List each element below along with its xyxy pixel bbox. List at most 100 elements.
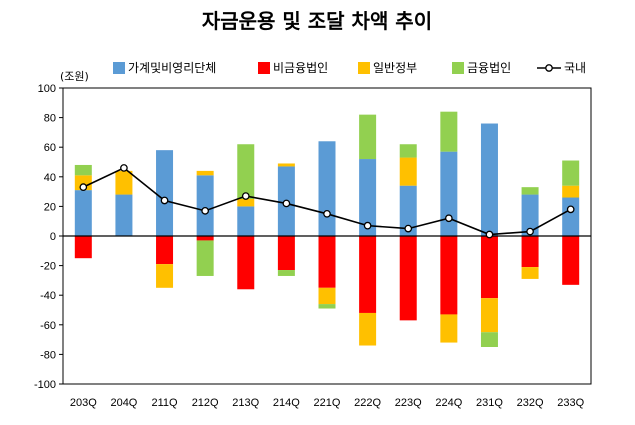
legend-swatch xyxy=(113,62,125,74)
legend-label: 금융법인 xyxy=(467,61,511,75)
bar-segment xyxy=(440,314,458,343)
x-tick-label: 233Q xyxy=(557,397,584,409)
y-tick-label: 0 xyxy=(50,231,56,243)
y-tick-label: 100 xyxy=(38,83,56,95)
bar-segment xyxy=(399,144,417,158)
y-tick-label: -40 xyxy=(40,290,56,302)
domestic-line xyxy=(79,164,575,239)
line-point xyxy=(363,221,372,230)
bar-segment xyxy=(156,236,174,265)
legend-swatch xyxy=(258,62,270,74)
bar-segment xyxy=(237,236,255,290)
bar-segment xyxy=(196,236,214,241)
x-tick-label: 214Q xyxy=(273,397,300,409)
bar-segment xyxy=(277,163,295,167)
x-tick-label: 213Q xyxy=(232,397,259,409)
legend: 가계및비영리단체 비금융법인 일반정부 금융법인 국내 xyxy=(113,61,586,75)
bar-segment xyxy=(521,236,539,268)
line-point xyxy=(485,230,494,239)
bar-segment xyxy=(480,123,498,236)
x-axis: 203Q 204Q 211Q 212Q 213Q 214Q 221Q 222Q 223Q 224Q… xyxy=(70,397,585,409)
bar-segment xyxy=(318,304,336,309)
line-point xyxy=(566,205,575,214)
bar-segment xyxy=(237,206,255,236)
x-tick-label: 221Q xyxy=(314,397,341,409)
bar-segment xyxy=(318,236,336,288)
line-point xyxy=(120,164,128,172)
x-tick-label: 211Q xyxy=(151,397,178,409)
bar-segment xyxy=(196,170,214,176)
bar-segment xyxy=(399,157,417,186)
x-tick-label: 204Q xyxy=(110,397,137,409)
bars xyxy=(74,111,580,347)
x-tick-label: 223Q xyxy=(395,397,422,409)
legend-label: 일반정부 xyxy=(373,61,417,75)
bar-segment xyxy=(74,164,92,176)
line-point xyxy=(282,199,291,208)
bar-segment xyxy=(196,240,214,276)
bar-segment xyxy=(562,197,580,236)
bar-segment xyxy=(237,144,255,199)
bar-segment xyxy=(74,236,92,259)
legend-swatch xyxy=(358,62,370,74)
line-point xyxy=(323,209,331,218)
bar-segment xyxy=(359,236,377,313)
bar-segment xyxy=(399,236,417,321)
bar-segment xyxy=(562,185,580,198)
y-tick-label: 40 xyxy=(44,172,56,184)
y-tick-label: 60 xyxy=(44,142,56,154)
y-tick-label: -20 xyxy=(40,261,56,273)
y-tick-label: -80 xyxy=(40,349,56,361)
line-point xyxy=(79,183,88,192)
y-tick-label: 20 xyxy=(44,201,56,213)
bar-segment xyxy=(115,194,133,236)
bar-segment xyxy=(115,170,133,195)
bar-segment xyxy=(440,111,458,152)
bar-segment xyxy=(156,150,174,236)
bar-segment xyxy=(359,159,377,236)
x-tick-label: 224Q xyxy=(435,397,462,409)
bar-segment xyxy=(480,298,498,333)
bar-segment xyxy=(196,175,214,236)
y-tick-label: -100 xyxy=(34,379,56,391)
bar-segment xyxy=(156,264,174,288)
x-tick-label: 232Q xyxy=(517,397,544,409)
bar-segment xyxy=(480,236,498,299)
bar-segment xyxy=(74,175,92,191)
x-tick-label: 212Q xyxy=(192,397,219,409)
x-tick-label: 222Q xyxy=(354,397,381,409)
unit-label: (조원) xyxy=(60,70,89,83)
bar-segment xyxy=(237,199,255,207)
bar-segment xyxy=(277,236,295,271)
legend-label: 비금융법인 xyxy=(273,61,328,75)
legend-label: 가계및비영리단체 xyxy=(128,61,216,75)
bar-segment xyxy=(359,114,377,160)
bar-segment xyxy=(318,287,336,305)
bar-segment xyxy=(440,236,458,315)
bar-segment xyxy=(521,267,539,279)
line-point xyxy=(241,192,250,200)
y-tick-label: -60 xyxy=(40,320,56,332)
bar-segment xyxy=(74,190,92,236)
bar-segment xyxy=(562,236,580,285)
bar-segment xyxy=(318,141,336,236)
line-point xyxy=(201,206,210,215)
bar-segment xyxy=(521,187,539,195)
legend-line-marker xyxy=(545,64,553,72)
bar-segment xyxy=(359,312,377,346)
legend-label: 국내 xyxy=(564,61,586,75)
line-point xyxy=(444,214,453,223)
bar-segment xyxy=(480,332,498,347)
y-tick-label: 80 xyxy=(44,113,56,125)
y-axis: 100 80 60 40 20 0 -20 -40 -60 -80 -100 xyxy=(34,83,63,391)
bar-segment xyxy=(440,151,458,236)
x-tick-label: 203Q xyxy=(70,397,97,409)
bar-segment xyxy=(521,194,539,236)
chart-title: 자금운용 및 조달 차액 추이 xyxy=(202,9,432,33)
line-point xyxy=(404,224,413,233)
line-point xyxy=(160,196,169,205)
line-point xyxy=(526,227,534,236)
legend-swatch xyxy=(452,62,464,74)
bar-segment xyxy=(399,185,417,236)
